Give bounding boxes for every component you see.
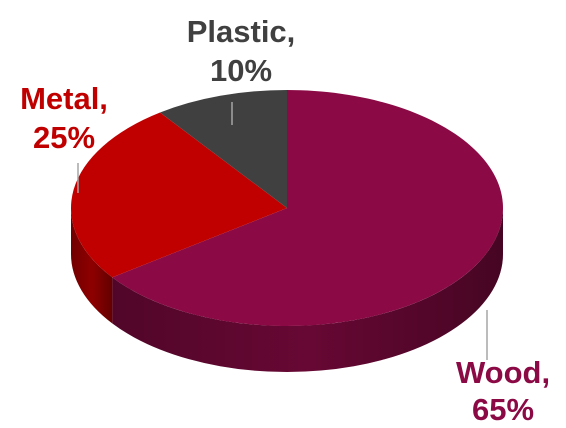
- pie-side-shading-wood: [112, 208, 504, 372]
- pie-slice-metal: [70, 112, 287, 278]
- slice-label-plastic-name: Plastic,: [187, 14, 296, 49]
- pie-top-faces: [70, 90, 504, 326]
- pie-slice-plastic: [160, 90, 287, 208]
- slice-label-metal-name: Metal,: [20, 81, 108, 116]
- pie-slice-wood: [112, 90, 504, 326]
- slice-label-wood-percent: 65%: [472, 392, 534, 427]
- slice-label-metal-percent: 25%: [33, 120, 95, 155]
- slice-labels: Wood,65% Metal, 25% Plastic, 10%: [20, 14, 550, 427]
- pie-side-shading-metal: [71, 208, 113, 324]
- leader-lines: [77, 102, 488, 360]
- pie-side-walls: [71, 208, 504, 372]
- slice-label-wood-name: Wood,: [456, 355, 550, 390]
- slice-label-plastic-percent: 10%: [210, 53, 272, 88]
